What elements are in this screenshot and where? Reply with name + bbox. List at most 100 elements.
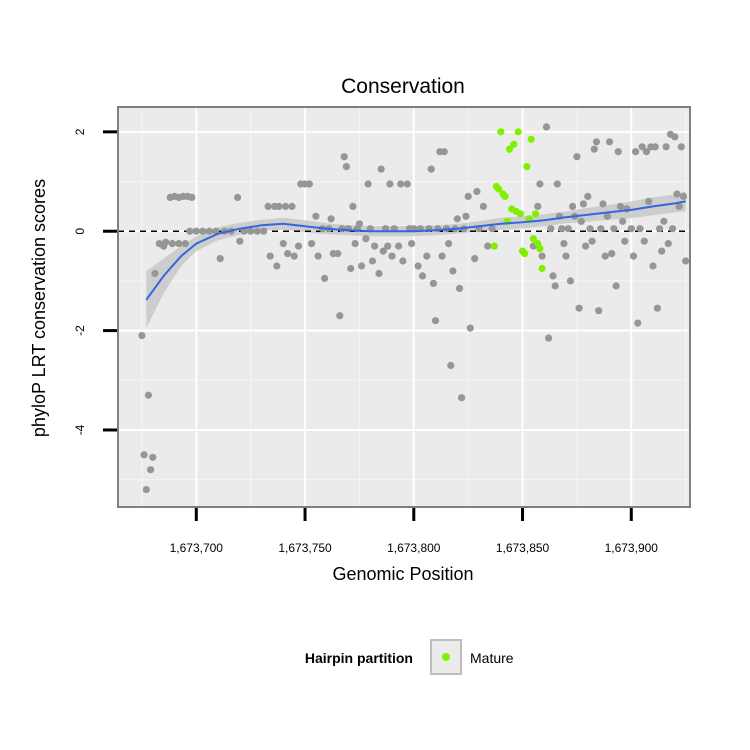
data-point-mature xyxy=(516,210,525,218)
data-point xyxy=(592,138,601,146)
data-point xyxy=(612,282,620,290)
data-point xyxy=(458,394,466,402)
data-point xyxy=(347,264,355,273)
data-point xyxy=(336,312,344,320)
data-point xyxy=(275,202,283,210)
data-point xyxy=(536,180,544,188)
data-point xyxy=(638,143,646,151)
data-point xyxy=(447,361,455,369)
data-point-mature xyxy=(505,145,514,153)
data-point xyxy=(151,269,159,278)
data-point-mature xyxy=(536,245,544,253)
data-point xyxy=(671,133,679,141)
data-point xyxy=(673,190,681,198)
data-point xyxy=(340,153,348,161)
data-point xyxy=(294,242,303,250)
data-point xyxy=(627,225,635,233)
data-point xyxy=(403,180,411,188)
data-point xyxy=(418,272,427,280)
data-point xyxy=(175,240,183,248)
data-point xyxy=(595,307,603,315)
data-point xyxy=(455,284,464,292)
data-point xyxy=(669,225,677,233)
data-point xyxy=(545,334,553,342)
data-point xyxy=(377,165,385,173)
data-point xyxy=(621,237,629,245)
data-point xyxy=(636,225,644,233)
data-point xyxy=(199,227,207,235)
data-point xyxy=(653,304,662,312)
data-point xyxy=(375,269,383,278)
data-point xyxy=(575,304,583,312)
data-point xyxy=(186,227,194,235)
plot-panel xyxy=(118,107,690,507)
data-point xyxy=(312,212,320,220)
legend-mature-marker xyxy=(442,653,450,661)
data-point xyxy=(605,138,614,146)
data-point xyxy=(656,225,664,233)
data-point xyxy=(351,240,359,248)
data-point-mature xyxy=(521,250,529,258)
data-point xyxy=(321,274,329,282)
data-point xyxy=(144,391,152,399)
data-point xyxy=(582,242,590,250)
data-point xyxy=(434,225,442,233)
data-point xyxy=(588,237,596,245)
data-point xyxy=(453,215,461,223)
data-point xyxy=(284,250,292,258)
x-tick-label: 1,673,900 xyxy=(605,541,659,555)
data-point xyxy=(586,225,594,233)
data-point xyxy=(542,123,551,131)
data-point-mature xyxy=(510,140,518,148)
data-point xyxy=(236,237,244,245)
y-tick-label: -2 xyxy=(73,325,87,336)
data-point xyxy=(614,148,622,156)
smooth-line xyxy=(145,200,686,301)
data-point xyxy=(290,252,298,260)
data-point-mature xyxy=(529,235,538,243)
data-point xyxy=(471,255,479,263)
data-point xyxy=(632,148,640,156)
plot-border xyxy=(117,106,691,508)
data-point xyxy=(273,262,281,270)
data-point xyxy=(149,453,157,461)
data-point xyxy=(658,247,666,255)
data-point xyxy=(162,238,170,246)
data-point xyxy=(538,252,546,260)
confidence-band xyxy=(146,191,686,329)
data-point xyxy=(462,212,470,220)
data-point xyxy=(534,202,542,210)
data-point xyxy=(610,225,618,233)
x-tick-label: 1,673,800 xyxy=(387,541,441,555)
data-point xyxy=(388,252,396,260)
data-point xyxy=(371,242,379,250)
data-point xyxy=(662,143,670,151)
data-point xyxy=(488,225,496,233)
data-point xyxy=(547,225,555,233)
data-point-mature xyxy=(501,192,509,200)
data-point xyxy=(188,193,196,201)
data-point xyxy=(664,240,672,248)
data-point xyxy=(266,252,274,260)
data-point xyxy=(679,192,688,200)
data-point xyxy=(379,247,387,255)
data-point xyxy=(642,148,651,156)
data-point xyxy=(349,202,357,210)
data-point xyxy=(473,187,481,196)
data-points xyxy=(138,123,690,494)
legend-label-mature: Mature xyxy=(470,650,514,666)
data-point xyxy=(682,257,690,265)
data-point xyxy=(399,257,407,265)
data-point xyxy=(305,180,313,188)
data-point xyxy=(484,242,492,250)
data-point xyxy=(384,242,392,250)
data-point xyxy=(603,212,612,220)
data-point xyxy=(386,180,394,188)
data-point xyxy=(181,240,189,248)
confidence-band-area xyxy=(146,191,686,329)
data-point xyxy=(362,235,370,243)
data-point xyxy=(264,202,272,210)
data-point xyxy=(140,451,148,459)
y-tick-label: 2 xyxy=(73,128,87,135)
data-point xyxy=(629,252,638,260)
